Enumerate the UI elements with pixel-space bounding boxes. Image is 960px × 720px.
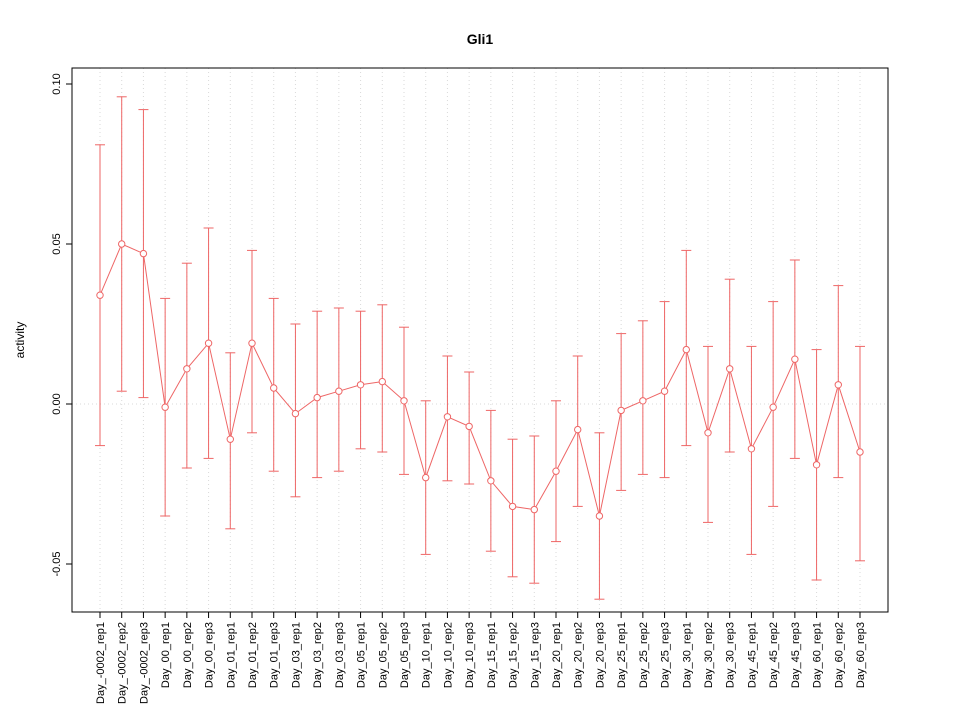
chart-title: Gli1 — [467, 31, 494, 47]
data-point — [443, 413, 452, 421]
x-tick-label: Day_10_rep2 — [442, 622, 454, 688]
data-point — [139, 249, 148, 258]
x-axis: Day_-0002_rep1 Day_-0002_rep2 Day_-0002_re… — [95, 612, 867, 704]
error-bar — [355, 310, 366, 450]
x-tick-label: Day_-0002_rep2 — [117, 622, 129, 704]
x-tick-label: Day_20_rep3 — [594, 622, 606, 688]
x-tick-label: Day_05_rep1 — [356, 622, 368, 688]
data-point — [313, 393, 321, 402]
data-point — [378, 377, 386, 386]
y-tick-label: -0.05 — [51, 551, 63, 576]
data-point — [574, 425, 582, 434]
data-point — [812, 461, 821, 469]
x-tick-label: Day_-0002_rep1 — [95, 622, 107, 704]
data-point — [617, 406, 625, 415]
x-tick-label: Day_60_rep3 — [855, 622, 867, 688]
x-tick-label: Day_00_rep2 — [182, 622, 194, 688]
x-tick-label: Day_03_rep3 — [334, 622, 346, 688]
data-point — [422, 473, 430, 482]
x-tick-label: Day_00_rep1 — [160, 622, 172, 688]
x-tick-label: Day_10_rep1 — [421, 622, 433, 688]
series-line — [99, 243, 861, 517]
data-point — [660, 387, 669, 395]
x-tick-label: Day_45_rep3 — [790, 622, 802, 688]
data-point — [726, 365, 734, 373]
data-point — [595, 512, 604, 520]
x-tick-label: Day_45_rep2 — [768, 622, 780, 688]
data-point — [465, 422, 473, 431]
data-point — [834, 381, 842, 389]
error-bars — [95, 96, 865, 600]
data-point — [356, 381, 365, 389]
data-point — [248, 339, 256, 347]
x-tick-label: Day_03_rep2 — [312, 622, 324, 688]
data-point — [639, 397, 647, 405]
x-tick-label: Day_05_rep2 — [377, 622, 389, 688]
x-tick-label: Day_-0002_rep3 — [138, 622, 150, 704]
data-point — [183, 365, 191, 373]
x-tick-label: Day_30_rep1 — [681, 622, 693, 688]
y-tick-label: 0.00 — [51, 393, 63, 414]
data-points — [96, 240, 864, 520]
data-point — [508, 502, 517, 511]
data-point — [769, 403, 777, 411]
data-point — [226, 435, 234, 443]
data-point — [270, 384, 278, 392]
x-tick-label: Day_15_rep3 — [529, 622, 541, 688]
data-point — [487, 477, 495, 485]
data-point — [96, 291, 104, 299]
data-point — [530, 505, 538, 514]
x-tick-label: Day_05_rep3 — [399, 622, 411, 688]
data-point — [856, 448, 864, 456]
x-tick-label: Day_01_rep1 — [225, 622, 237, 688]
x-tick-label: Day_03_rep1 — [290, 622, 302, 688]
data-point — [335, 387, 343, 395]
x-tick-label: Day_60_rep2 — [833, 622, 845, 688]
x-tick-label: Day_25_rep1 — [616, 622, 628, 688]
x-tick-label: Day_01_rep3 — [269, 622, 281, 688]
x-tick-label: Day_15_rep1 — [486, 622, 498, 688]
x-tick-label: Day_30_rep3 — [725, 622, 737, 688]
x-tick-label: Day_25_rep2 — [638, 622, 650, 688]
y-tick-label: 0.05 — [51, 233, 63, 254]
x-tick-label: Day_20_rep2 — [573, 622, 585, 688]
x-tick-label: Day_30_rep2 — [703, 622, 715, 688]
x-tick-label: Day_15_rep2 — [508, 622, 520, 688]
x-tick-label: Day_25_rep3 — [660, 622, 672, 688]
data-point — [400, 397, 408, 405]
x-tick-label: Day_45_rep1 — [746, 622, 758, 688]
data-point — [552, 467, 560, 475]
data-point — [704, 429, 712, 437]
y-tick-label: 0.10 — [51, 73, 63, 94]
data-point — [291, 409, 300, 418]
data-point — [747, 445, 756, 453]
x-tick-label: Day_10_rep3 — [464, 622, 476, 688]
data-point — [682, 345, 690, 354]
data-point — [161, 403, 169, 411]
x-tick-label: Day_60_rep1 — [812, 622, 824, 688]
y-axis-label: activity — [13, 322, 27, 359]
x-tick-label: Day_01_rep2 — [247, 622, 259, 688]
x-tick-label: Day_00_rep3 — [204, 622, 216, 688]
data-point — [204, 339, 213, 347]
plot-border — [71, 67, 889, 613]
y-axis: -0.05 0.00 0.05 0.10 — [51, 73, 72, 577]
data-point — [118, 240, 126, 248]
x-tick-label: Day_20_rep1 — [551, 622, 563, 688]
data-point — [791, 355, 799, 363]
gridlines — [72, 68, 888, 612]
